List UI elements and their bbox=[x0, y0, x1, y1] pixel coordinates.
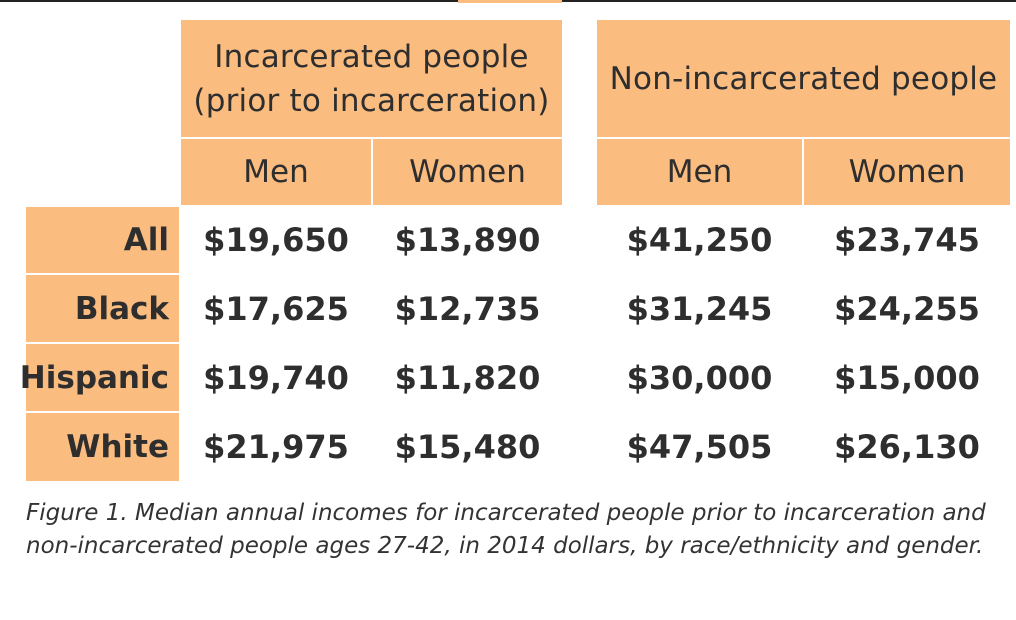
value-text: $17,625 bbox=[203, 289, 349, 328]
value-text: $12,735 bbox=[394, 289, 541, 328]
col-header-non-incarcerated-men: Men bbox=[597, 139, 802, 205]
top-accent-bar bbox=[458, 0, 562, 3]
value-white-non-incarcerated-women: $26,130 bbox=[804, 413, 1010, 481]
value-text: $11,820 bbox=[394, 358, 541, 397]
value-hispanic-incarcerated-women: $11,820 bbox=[373, 344, 562, 411]
value-text: $21,975 bbox=[203, 428, 349, 466]
value-white-incarcerated-women: $15,480 bbox=[373, 413, 562, 481]
value-all-incarcerated-women: $13,890 bbox=[373, 207, 562, 273]
value-black-incarcerated-women: $12,735 bbox=[373, 275, 562, 342]
value-text: $41,250 bbox=[626, 221, 773, 259]
value-white-non-incarcerated-men: $47,505 bbox=[597, 413, 802, 481]
value-black-incarcerated-men: $17,625 bbox=[181, 275, 371, 342]
row-label-black: Black bbox=[26, 275, 179, 342]
value-hispanic-non-incarcerated-men: $30,000 bbox=[597, 344, 802, 411]
value-hispanic-non-incarcerated-women: $15,000 bbox=[804, 344, 1010, 411]
group-header-incarcerated-line1: Incarcerated people bbox=[214, 38, 529, 75]
col-header-label: Women bbox=[848, 154, 966, 190]
value-text: $19,650 bbox=[203, 221, 349, 259]
col-header-label: Women bbox=[409, 154, 526, 190]
col-header-incarcerated-women: Women bbox=[373, 139, 562, 205]
figure-caption: Figure 1. Median annual incomes for inca… bbox=[26, 500, 986, 559]
value-all-incarcerated-men: $19,650 bbox=[181, 207, 371, 273]
value-text: $19,740 bbox=[203, 358, 349, 397]
value-all-non-incarcerated-men: $41,250 bbox=[597, 207, 802, 273]
row-label-text: White bbox=[66, 429, 169, 465]
col-header-label: Men bbox=[666, 154, 733, 190]
col-header-incarcerated-men: Men bbox=[181, 139, 371, 205]
row-label-text: Black bbox=[74, 290, 169, 327]
row-label-all: All bbox=[26, 207, 179, 273]
row-label-text: All bbox=[123, 222, 169, 258]
row-label-white: White bbox=[26, 413, 179, 481]
row-label-hispanic: Hispanic bbox=[20, 344, 179, 411]
value-text: $15,000 bbox=[834, 358, 980, 397]
group-header-incarcerated-line2: (prior to incarceration) bbox=[193, 82, 550, 119]
value-hispanic-incarcerated-men: $19,740 bbox=[181, 344, 371, 411]
value-all-non-incarcerated-women: $23,745 bbox=[804, 207, 1010, 273]
group-header-non-incarcerated-line1: Non-incarcerated people bbox=[609, 60, 998, 97]
group-header-non-incarcerated: Non-incarcerated people bbox=[597, 20, 1010, 137]
value-white-incarcerated-men: $21,975 bbox=[181, 413, 371, 481]
value-text: $13,890 bbox=[394, 221, 541, 259]
value-black-non-incarcerated-men: $31,245 bbox=[597, 275, 802, 342]
value-text: $24,255 bbox=[834, 289, 980, 328]
value-text: $47,505 bbox=[626, 428, 773, 466]
value-text: $26,130 bbox=[834, 428, 980, 466]
value-text: $15,480 bbox=[394, 428, 541, 466]
col-header-non-incarcerated-women: Women bbox=[804, 139, 1010, 205]
row-label-text: Hispanic bbox=[19, 359, 169, 396]
col-header-label: Men bbox=[243, 154, 309, 190]
value-black-non-incarcerated-women: $24,255 bbox=[804, 275, 1010, 342]
group-header-incarcerated: Incarcerated people (prior to incarcerat… bbox=[181, 20, 562, 137]
value-text: $31,245 bbox=[626, 289, 773, 328]
value-text: $30,000 bbox=[626, 358, 773, 397]
value-text: $23,745 bbox=[834, 221, 980, 259]
